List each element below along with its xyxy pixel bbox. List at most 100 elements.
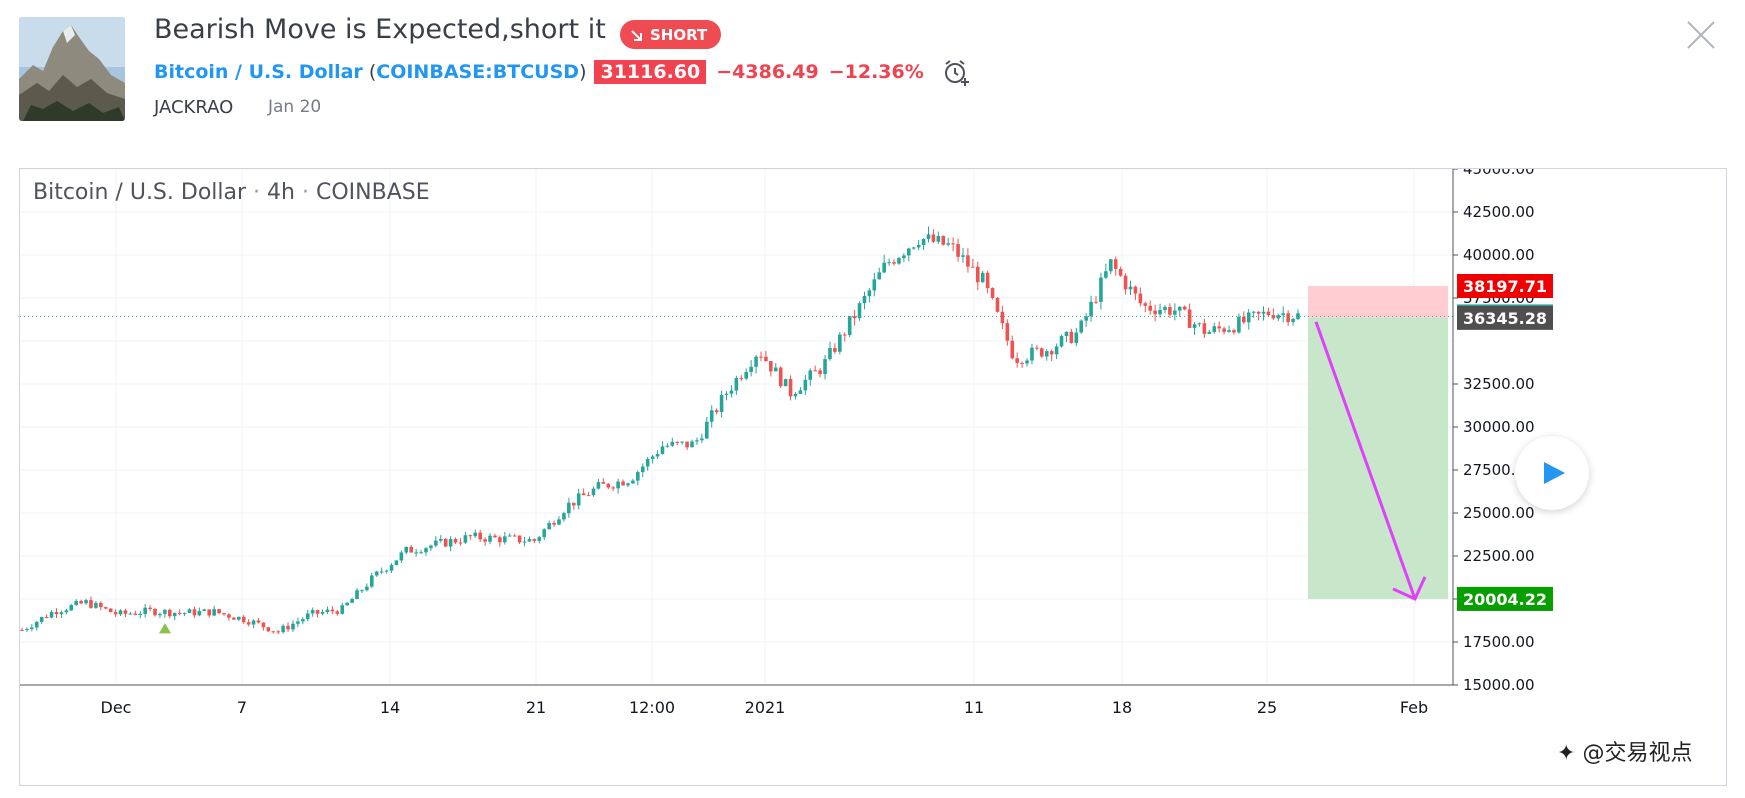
play-button[interactable] bbox=[1515, 436, 1589, 510]
candle-body bbox=[754, 356, 758, 367]
candle-body bbox=[167, 609, 172, 617]
candle bbox=[818, 368, 822, 378]
position-zones bbox=[1308, 285, 1448, 599]
candle-body bbox=[1276, 315, 1281, 319]
candle bbox=[872, 272, 877, 297]
candle-body bbox=[931, 234, 936, 242]
candle bbox=[1153, 304, 1157, 322]
candle bbox=[438, 535, 443, 543]
price-chart[interactable]: 45000.0042500.0040000.0037500.0032500.00… bbox=[20, 160, 1726, 785]
candle bbox=[1291, 317, 1295, 326]
candle bbox=[128, 611, 133, 615]
candle bbox=[34, 620, 39, 631]
candle-body bbox=[1148, 305, 1153, 311]
candle-body bbox=[84, 600, 88, 604]
candle-body bbox=[1266, 311, 1271, 316]
alarm-add-icon[interactable] bbox=[940, 56, 972, 88]
candle bbox=[793, 392, 798, 400]
candle bbox=[399, 550, 404, 563]
candle bbox=[532, 538, 537, 544]
candle bbox=[1261, 306, 1266, 321]
candle bbox=[389, 563, 394, 573]
candle-body bbox=[163, 609, 167, 614]
candle-body bbox=[419, 552, 423, 554]
candle bbox=[921, 238, 926, 251]
candle-body bbox=[453, 539, 458, 543]
candle-body bbox=[1074, 332, 1079, 343]
author-name[interactable]: JACKRAO bbox=[154, 97, 234, 118]
author-avatar[interactable] bbox=[19, 17, 125, 121]
candle-body bbox=[1281, 313, 1286, 316]
candle-body bbox=[1286, 313, 1290, 322]
candle bbox=[611, 486, 615, 492]
candle-body bbox=[197, 610, 202, 616]
candle-body bbox=[345, 602, 349, 606]
y-tick-label: 45000.00 bbox=[1463, 169, 1535, 178]
candle bbox=[236, 616, 241, 622]
symbol-code-link[interactable]: COINBASE:BTCUSD bbox=[376, 61, 580, 83]
candle-body bbox=[301, 619, 305, 622]
candle-body bbox=[1202, 323, 1207, 334]
candle bbox=[1251, 310, 1256, 318]
candle bbox=[567, 497, 571, 518]
close-icon[interactable] bbox=[1684, 18, 1718, 52]
candle-body bbox=[187, 609, 192, 613]
candle bbox=[971, 258, 975, 268]
candle-body bbox=[1237, 316, 1241, 333]
candle-body bbox=[823, 359, 827, 375]
candle-body bbox=[586, 495, 591, 497]
symbol-name-link[interactable]: Bitcoin / U.S. Dollar bbox=[154, 61, 363, 83]
candle bbox=[69, 603, 74, 612]
candle bbox=[1187, 303, 1192, 329]
candle bbox=[621, 479, 625, 486]
candle-body bbox=[1015, 358, 1019, 363]
candle-body bbox=[39, 617, 44, 622]
candle-body bbox=[626, 483, 630, 486]
candle bbox=[961, 247, 965, 263]
candle-body bbox=[123, 610, 128, 614]
candle-body bbox=[631, 480, 635, 484]
candle-body bbox=[1025, 360, 1029, 364]
candle-body bbox=[25, 629, 29, 631]
candle bbox=[828, 341, 832, 361]
candle-body bbox=[813, 370, 817, 372]
candle-body bbox=[576, 493, 581, 506]
candle bbox=[1000, 305, 1005, 330]
candle-body bbox=[463, 535, 468, 543]
candle bbox=[601, 478, 606, 484]
candle bbox=[1202, 318, 1207, 338]
candle bbox=[118, 609, 123, 617]
candle-body bbox=[355, 590, 359, 600]
candle bbox=[1286, 310, 1290, 327]
chart-panel[interactable]: 45000.00 42500.00 40000.00 37500.00 32500.00… bbox=[19, 160, 1727, 786]
candle-body bbox=[1291, 318, 1295, 322]
candle bbox=[591, 486, 596, 497]
candle bbox=[1128, 280, 1133, 296]
candle bbox=[384, 569, 389, 574]
candle-body bbox=[34, 621, 39, 628]
candle-body bbox=[384, 570, 389, 572]
y-tick-label: 17500.00 bbox=[1463, 633, 1535, 651]
candle bbox=[409, 545, 414, 553]
candle bbox=[916, 239, 921, 251]
candle bbox=[44, 614, 49, 619]
candle bbox=[64, 608, 69, 615]
candle-body bbox=[212, 609, 216, 616]
candle bbox=[172, 612, 177, 621]
candle-body bbox=[921, 238, 926, 245]
candle bbox=[271, 631, 276, 634]
candle bbox=[1010, 335, 1015, 360]
candle-body bbox=[936, 235, 941, 242]
candle bbox=[1246, 308, 1251, 330]
price-label-bg bbox=[1457, 305, 1553, 330]
candle bbox=[1094, 296, 1098, 305]
candle-body bbox=[1242, 316, 1246, 323]
candle-body bbox=[360, 590, 364, 592]
candle bbox=[1025, 358, 1029, 367]
candle bbox=[1035, 345, 1039, 351]
candle bbox=[744, 368, 749, 381]
candle bbox=[330, 606, 335, 615]
candle bbox=[187, 608, 192, 614]
candle-body bbox=[611, 487, 615, 489]
candle-body bbox=[503, 536, 507, 543]
